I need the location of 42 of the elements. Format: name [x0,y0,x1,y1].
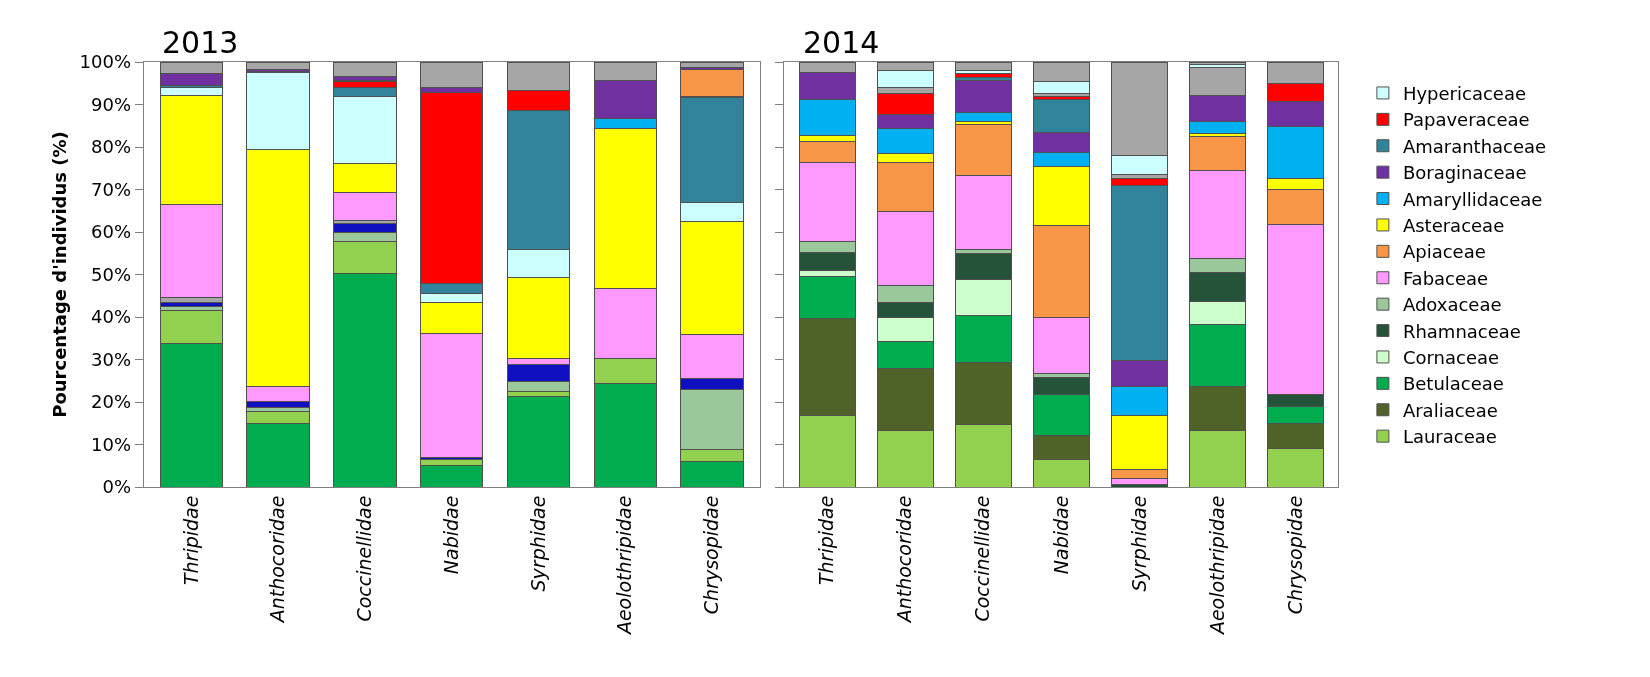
x-tick-label: Nabidae [439,495,462,575]
x-tick-label: Thripidae [179,495,202,586]
x-tick-label: Anthocoridae [266,495,289,625]
x-tick-label: Chrysopidae [700,495,723,615]
y-tick-label: 90% [91,93,132,115]
x-tick-label: Coccinellidae [971,495,994,622]
y-tick-label: 50% [91,263,132,285]
x-tick-label: Chrysopidae [1283,495,1306,615]
legend-label: Adoxaceae [1402,294,1502,316]
x-tick-label: Anthocoridae [893,495,916,625]
y-tick-label: 60% [91,221,132,243]
y-axis-title: Pourcentage d'individus (%) [48,131,70,418]
legend-label: Lauraceae [1402,426,1497,448]
legend-label: Papaveraceae [1402,109,1530,131]
legend-label: Amaranthaceae [1402,135,1547,157]
chart-title: 2014 [803,25,880,60]
y-tick-label: 80% [91,136,132,158]
legend-label: Araliaceae [1402,399,1498,421]
y-tick-label: 40% [91,306,132,328]
legend-label: Betulaceae [1402,373,1504,395]
x-tick-label: Aeolothripidae [613,495,636,637]
x-tick-label: Thripidae [815,495,838,586]
y-tick-label: 70% [91,178,132,200]
x-tick-label: Nabidae [1049,495,1072,575]
x-tick-label: Aeolothripidae [1205,495,1228,637]
legend-label: Asteraceae [1402,214,1505,236]
x-tick-label: Coccinellidae [353,495,376,622]
legend-label: Fabaceae [1402,267,1489,289]
y-tick-label: 100% [79,51,132,73]
y-tick-label: 0% [102,476,132,498]
y-tick-label: 20% [91,391,132,413]
y-tick-label: 10% [91,433,132,455]
chart-title: 2013 [162,25,239,60]
x-tick-label: Syrphidae [1127,495,1150,592]
legend-label: Apiaceae [1402,241,1486,263]
y-tick-label: 30% [91,348,132,370]
legend-label: Rhamnaceae [1402,320,1521,342]
legend-label: Hypericaceae [1402,82,1526,104]
legend-label: Cornaceae [1402,346,1500,368]
legend-label: Amaryllidaceae [1402,188,1543,210]
legend-label: Boraginaceae [1402,162,1527,184]
x-tick-label: Syrphidae [526,495,549,592]
